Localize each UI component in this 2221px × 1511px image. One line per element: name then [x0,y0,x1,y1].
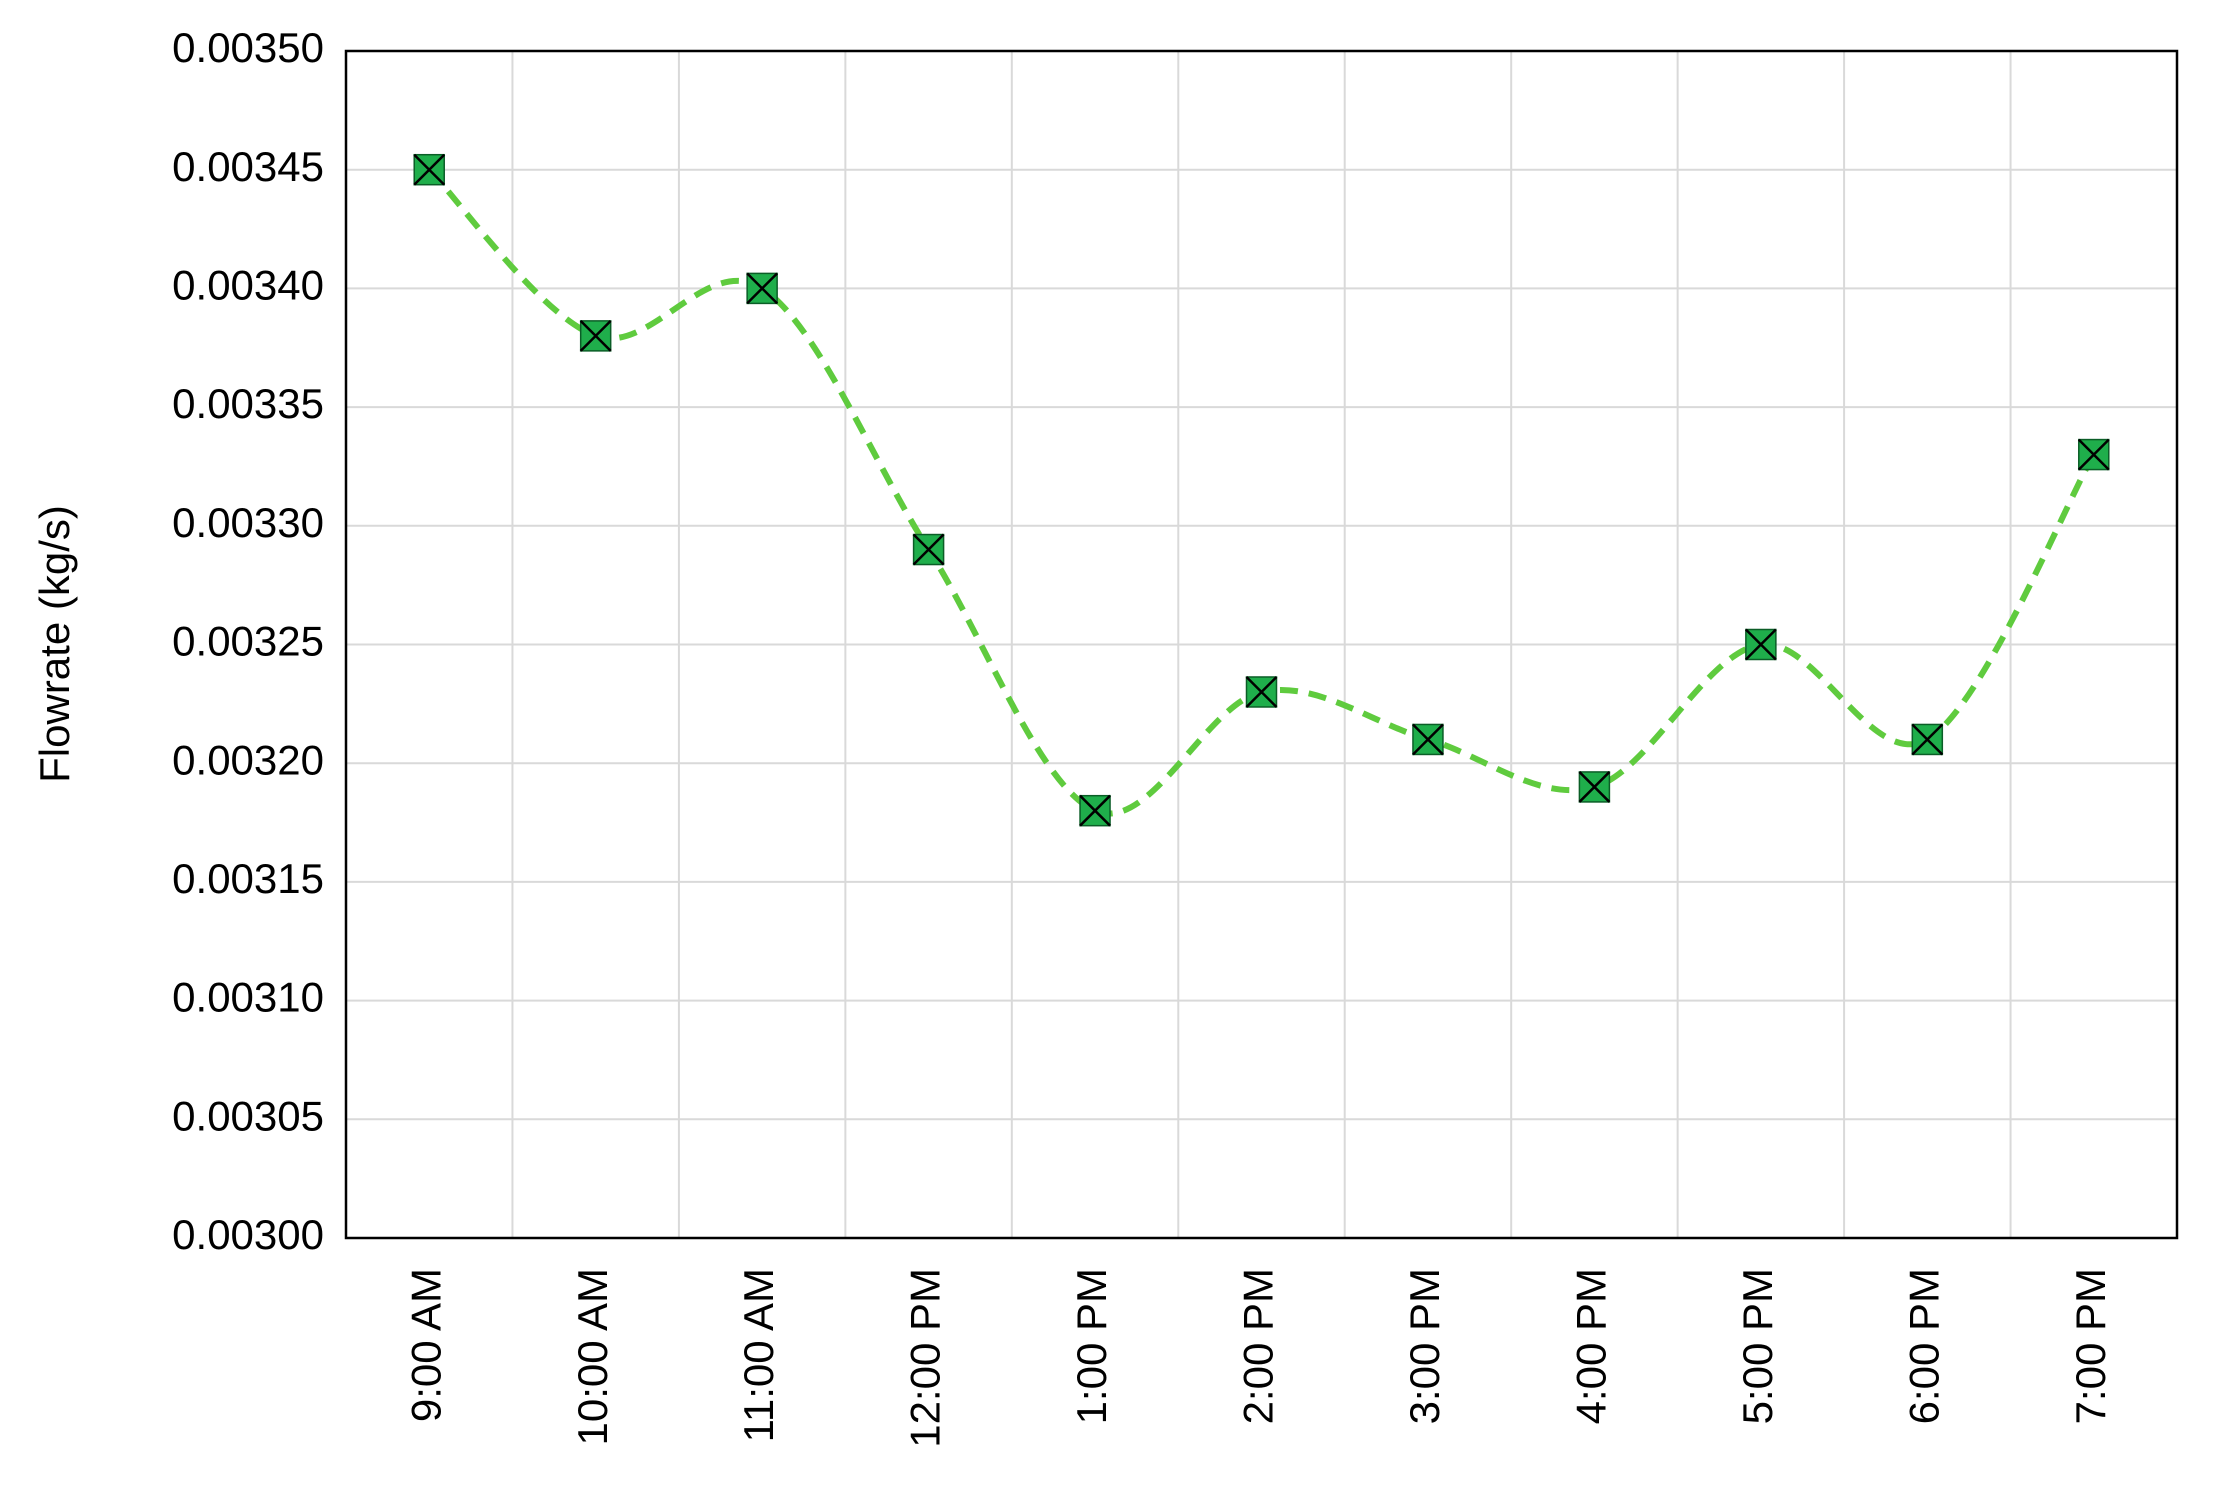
marker-x [1412,723,1444,756]
marker [1079,794,1111,827]
marker-x [2077,438,2110,471]
x-tick-label: 12:00 PM [902,1268,949,1448]
marker-x [1744,628,1777,661]
y-tick-label: 0.00330 [172,499,324,546]
x-tick-label: 7:00 PM [2067,1268,2114,1424]
x-tick-label: 10:00 AM [569,1268,616,1445]
plot-frame [344,49,2179,1240]
line [427,167,2097,817]
y-tick-label: 0.00315 [172,855,324,902]
x-tick-label: 1:00 PM [1068,1268,1115,1424]
marker [746,272,779,305]
marker [1578,771,1611,803]
y-tick-label: 0.00345 [172,143,324,190]
x-tick-label: 6:00 PM [1900,1268,1947,1424]
marker-x [1079,794,1111,827]
marker-x [413,153,446,186]
marker [912,533,945,566]
y-tick-label: 0.00340 [172,261,324,308]
y-tick-label: 0.00350 [172,24,324,71]
y-tick-label: 0.00325 [172,618,324,665]
marker [1412,723,1444,756]
x-tick-label: 9:00 AM [402,1268,449,1422]
y-tick-label: 0.00335 [172,380,324,427]
x-tick-label: 4:00 PM [1568,1268,1615,1424]
x-tick-label: 11:00 AM [735,1268,782,1442]
marker-x [1578,771,1611,803]
marker [413,153,446,186]
marker-x [1245,676,1278,708]
marker [1744,628,1777,661]
y-tick-label: 0.00320 [172,736,324,783]
marker-x [746,272,779,305]
y-axis-label: Flowrate (kg/s) [31,505,78,783]
x-tick-label: 5:00 PM [1734,1268,1781,1424]
x-tick-label: 3:00 PM [1401,1268,1448,1424]
y-tick-label: 0.00310 [172,974,324,1021]
marker [2077,438,2110,471]
marker-x [579,319,612,352]
marker [579,319,612,352]
x-tick-label: 2:00 PM [1235,1268,1282,1424]
marker [1245,676,1278,708]
marker [1911,723,1944,756]
y-tick-label: 0.00305 [172,1092,324,1139]
marker-x [1911,723,1944,756]
marker-x [912,533,945,566]
y-tick-label: 0.00300 [172,1211,324,1258]
